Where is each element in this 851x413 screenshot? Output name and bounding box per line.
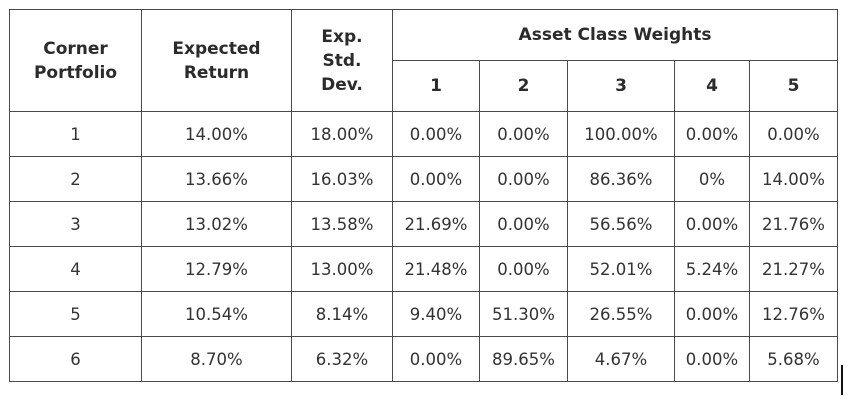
cell-weight-1: 0.00% (392, 111, 480, 157)
header-exp-std-dev: Exp. Std. Dev. (291, 9, 393, 112)
table-row: 3 13.02% 13.58% 21.69% 0.00% 56.56% 0.00% 21.76… (9, 201, 839, 247)
header-weight-3: 3 (567, 60, 675, 112)
table-row: 4 12.79% 13.00% 21.48% 0.00% 52.01% 5.24% 21.27… (9, 246, 839, 292)
table-body: 1 14.00% 18.00% 0.00% 0.00% 100.00% 0.00% 0.00%… (9, 111, 839, 382)
header-corner-portfolio-line-2: Portfolio (33, 62, 118, 83)
cell-exp-std-dev: 16.03% (291, 156, 393, 202)
cell-exp-std-dev: 6.32% (291, 336, 393, 382)
cell-expected-return: 8.70% (141, 336, 292, 382)
table-header: Corner Portfolio Expected Return Exp. St… (9, 9, 839, 112)
cell-weight-3: 100.00% (567, 111, 675, 157)
cell-exp-std-dev: 18.00% (291, 111, 393, 157)
table-row: 2 13.66% 16.03% 0.00% 0.00% 86.36% 0% 14.00% (9, 156, 839, 202)
cell-weight-4: 0.00% (674, 291, 750, 337)
cell-corner-portfolio: 3 (9, 201, 142, 247)
cell-exp-std-dev: 13.00% (291, 246, 393, 292)
cell-weight-1: 9.40% (392, 291, 480, 337)
table-row: 5 10.54% 8.14% 9.40% 51.30% 26.55% 0.00% 12.76% (9, 291, 839, 337)
cell-expected-return: 12.79% (141, 246, 292, 292)
table-row: 6 8.70% 6.32% 0.00% 89.65% 4.67% 0.00% 5.68% (9, 336, 839, 382)
cell-weight-1: 21.69% (392, 201, 480, 247)
cell-corner-portfolio: 5 (9, 291, 142, 337)
cell-weight-5: 12.76% (748, 291, 839, 337)
cell-corner-portfolio: 1 (9, 111, 142, 157)
cell-weight-2: 89.65% (479, 336, 568, 382)
cell-weight-3: 4.67% (567, 336, 675, 382)
cell-expected-return: 10.54% (141, 291, 292, 337)
text-cursor (841, 365, 843, 395)
header-weight-1: 1 (392, 60, 480, 112)
cell-weight-4: 0.00% (674, 336, 750, 382)
cell-weight-5: 21.27% (748, 246, 839, 292)
cell-weight-3: 86.36% (567, 156, 675, 202)
cell-weight-5: 21.76% (748, 201, 839, 247)
cell-expected-return: 14.00% (141, 111, 292, 157)
cell-weight-3: 56.56% (567, 201, 675, 247)
cell-weight-1: 0.00% (392, 336, 480, 382)
header-weight-2: 2 (479, 60, 568, 112)
cell-weight-2: 0.00% (479, 111, 568, 157)
header-exp-std-dev-line-2: Std. (322, 50, 362, 71)
cell-weight-2: 0.00% (479, 246, 568, 292)
header-corner-portfolio-line-1: Corner (43, 38, 108, 59)
cell-weight-4: 0% (674, 156, 750, 202)
cell-weight-5: 0.00% (748, 111, 839, 157)
header-weight-4: 4 (674, 60, 750, 112)
header-exp-std-dev-line-3: Dev. (321, 74, 363, 95)
cell-expected-return: 13.66% (141, 156, 292, 202)
header-exp-std-dev-line-1: Exp. (321, 26, 363, 47)
cell-weight-3: 52.01% (567, 246, 675, 292)
cell-weight-5: 5.68% (748, 336, 839, 382)
header-asset-class-weights: Asset Class Weights (391, 9, 839, 61)
cell-corner-portfolio: 4 (9, 246, 142, 292)
header-expected-return: Expected Return (141, 9, 292, 112)
cell-corner-portfolio: 2 (9, 156, 142, 202)
cell-corner-portfolio: 6 (9, 336, 142, 382)
cell-weight-4: 0.00% (674, 201, 750, 247)
corner-portfolio-table: Corner Portfolio Expected Return Exp. St… (9, 9, 839, 382)
cell-weight-4: 0.00% (674, 111, 750, 157)
cell-expected-return: 13.02% (141, 201, 292, 247)
cell-weight-1: 0.00% (392, 156, 480, 202)
header-expected-return-line-2: Return (183, 62, 250, 83)
cell-weight-2: 0.00% (479, 156, 568, 202)
cell-weight-2: 51.30% (479, 291, 568, 337)
cell-weight-3: 26.55% (567, 291, 675, 337)
cell-weight-4: 5.24% (674, 246, 750, 292)
cell-exp-std-dev: 8.14% (291, 291, 393, 337)
cell-weight-5: 14.00% (748, 156, 839, 202)
cell-exp-std-dev: 13.58% (291, 201, 393, 247)
cell-weight-2: 0.00% (479, 201, 568, 247)
corner-portfolio-table-container: Corner Portfolio Expected Return Exp. St… (9, 9, 839, 382)
table-row: 1 14.00% 18.00% 0.00% 0.00% 100.00% 0.00% 0.00% (9, 111, 839, 157)
header-weight-5: 5 (748, 60, 839, 112)
header-expected-return-line-1: Expected (172, 38, 261, 59)
cell-weight-1: 21.48% (392, 246, 480, 292)
header-corner-portfolio: Corner Portfolio (9, 9, 142, 112)
